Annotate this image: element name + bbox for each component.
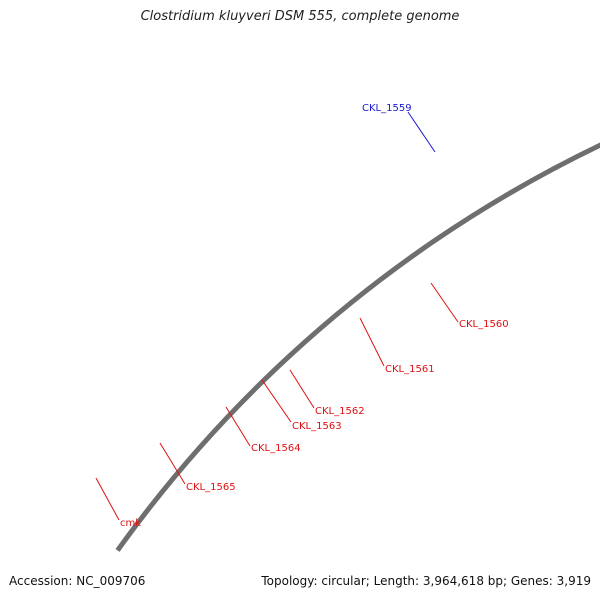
gene-label[interactable]: CKL_1559: [362, 103, 412, 114]
map-title: Clostridium kluyveri DSM 555, complete g…: [140, 9, 460, 24]
genome-summary-text: Topology: circular; Length: 3,964,618 bp…: [261, 574, 591, 588]
gene-label-leader: [359, 317, 385, 367]
gene-label-leader: [407, 111, 436, 153]
gene-label[interactable]: CKL_1564: [251, 443, 301, 454]
gene-label[interactable]: CKL_1560: [459, 319, 509, 330]
gene-label-leader: [430, 282, 459, 323]
gene-label[interactable]: CKL_1563: [292, 421, 342, 432]
gene-label-leader: [225, 406, 251, 447]
gene-label[interactable]: CKL_1565: [186, 482, 236, 493]
gene-label[interactable]: CKL_1561: [385, 364, 435, 375]
accession-text: Accession: NC_009706: [9, 574, 146, 588]
gene-label[interactable]: CKL_1562: [315, 406, 365, 417]
gene-label[interactable]: cmk: [120, 518, 141, 529]
gene-label-leader: [159, 442, 186, 485]
gene-label-leader: [289, 369, 315, 409]
gene-labels: CKL_1559 CKL_1560 CKL_1561 CKL_1562 CKL_1563…: [95, 103, 509, 529]
genome-backbone: [115, 142, 600, 552]
backbone-arc: [115, 142, 600, 552]
gene-label-leader: [95, 477, 120, 521]
gene-label-leader: [261, 379, 292, 423]
